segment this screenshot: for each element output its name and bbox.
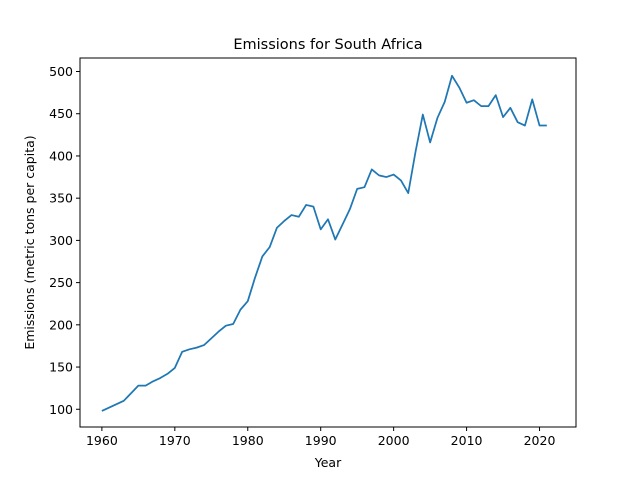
y-tick-label: 300 xyxy=(49,233,73,248)
data-point xyxy=(202,343,206,347)
y-tick-label: 350 xyxy=(49,191,73,206)
data-point xyxy=(246,299,250,303)
y-tick-label: 250 xyxy=(49,275,73,290)
y-tick-label: 450 xyxy=(49,106,73,121)
data-point xyxy=(129,391,133,395)
data-point xyxy=(384,175,388,179)
x-tick-label: 1990 xyxy=(305,433,337,448)
data-point xyxy=(355,187,359,191)
data-point xyxy=(224,324,228,328)
data-point xyxy=(209,336,213,340)
data-point xyxy=(530,97,534,101)
plot-frame xyxy=(79,57,577,428)
data-point xyxy=(421,113,425,117)
data-point xyxy=(260,254,264,258)
data-point xyxy=(399,178,403,182)
data-point xyxy=(486,104,490,108)
data-point xyxy=(457,86,461,90)
data-point xyxy=(319,227,323,231)
data-point xyxy=(428,140,432,144)
y-tick-label: 200 xyxy=(49,317,73,332)
data-point xyxy=(158,376,162,380)
data-point xyxy=(414,150,418,154)
data-point xyxy=(107,406,111,410)
series-line xyxy=(101,74,547,412)
data-point xyxy=(311,205,315,209)
data-point xyxy=(333,238,337,242)
data-point xyxy=(370,167,374,171)
y-axis-label: Emissions (metric tons per capita) xyxy=(22,135,37,349)
data-point xyxy=(435,116,439,120)
data-point xyxy=(494,93,498,97)
data-point xyxy=(516,120,520,124)
x-axis-label: Year xyxy=(314,455,342,470)
data-point xyxy=(238,308,242,312)
axis-ticks: 1960 1970 1980 1990 2000 2010 2020 100 150 200 250… xyxy=(49,64,555,448)
data-point xyxy=(282,219,286,223)
data-point xyxy=(297,215,301,219)
x-tick-label: 1970 xyxy=(159,433,191,448)
data-point xyxy=(114,402,118,406)
data-point xyxy=(341,222,345,226)
data-point xyxy=(406,191,410,195)
data-point xyxy=(479,104,483,108)
data-point xyxy=(523,124,527,128)
data-point xyxy=(443,100,447,104)
x-tick-label: 2010 xyxy=(451,433,483,448)
data-point xyxy=(501,115,505,119)
data-point xyxy=(348,207,352,211)
data-point xyxy=(151,379,155,383)
data-point xyxy=(538,124,542,128)
y-tick-label: 150 xyxy=(49,360,73,375)
data-point xyxy=(508,106,512,110)
data-point xyxy=(326,217,330,221)
data-point xyxy=(377,173,381,177)
data-point xyxy=(450,74,454,78)
data-points xyxy=(100,74,549,413)
data-point xyxy=(253,276,257,280)
x-tick-label: 1980 xyxy=(232,433,264,448)
data-point xyxy=(180,350,184,354)
data-point xyxy=(545,124,549,128)
data-point xyxy=(217,330,221,334)
x-tick-label: 2000 xyxy=(378,433,410,448)
data-point xyxy=(275,226,279,230)
data-point xyxy=(195,346,199,350)
data-point xyxy=(465,101,469,105)
y-tick-label: 100 xyxy=(49,402,73,417)
y-tick-label: 400 xyxy=(49,148,73,163)
data-point xyxy=(173,366,177,370)
x-tick-label: 1960 xyxy=(86,433,118,448)
chart-title: Emissions for South Africa xyxy=(233,37,422,53)
data-point xyxy=(136,384,140,388)
data-point xyxy=(268,245,272,249)
y-tick-label: 500 xyxy=(49,64,73,79)
data-point xyxy=(144,384,148,388)
data-point xyxy=(122,399,126,403)
data-point xyxy=(362,185,366,189)
x-tick-label: 2020 xyxy=(524,433,556,448)
data-point xyxy=(392,173,396,177)
data-point xyxy=(187,347,191,351)
data-point xyxy=(290,213,294,217)
data-point xyxy=(304,203,308,207)
data-point xyxy=(231,322,235,326)
data-point xyxy=(472,98,476,102)
data-point xyxy=(100,409,104,413)
data-point xyxy=(166,372,170,376)
